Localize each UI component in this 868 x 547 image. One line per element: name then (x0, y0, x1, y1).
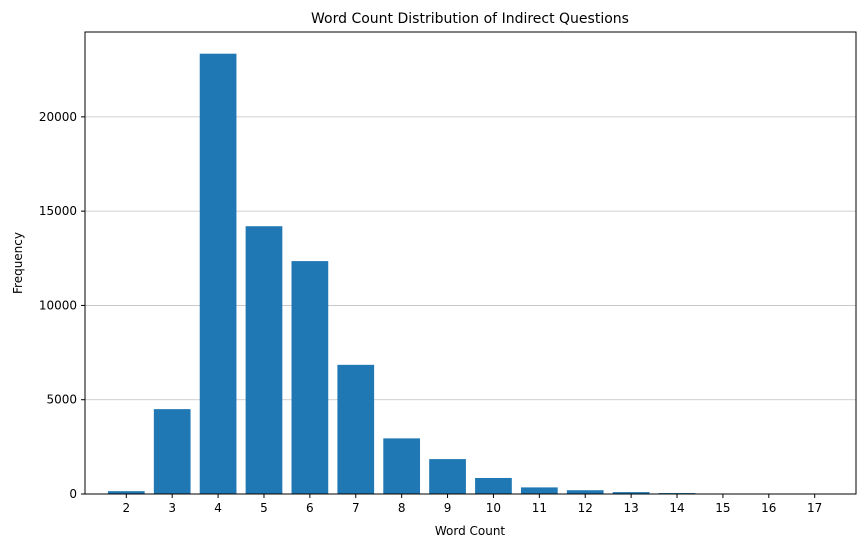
x-tick-label: 6 (306, 501, 314, 515)
bar (107, 491, 145, 494)
x-tick-label: 7 (352, 501, 360, 515)
x-tick-label: 17 (807, 501, 822, 515)
bar (291, 261, 329, 494)
x-tick-label: 8 (398, 501, 406, 515)
plot-frame (84, 31, 857, 495)
bar (429, 459, 466, 494)
y-tick-label: 15000 (39, 204, 77, 218)
y-tick-label: 5000 (46, 393, 77, 407)
x-tick-label: 13 (623, 501, 638, 515)
x-axis-title: Word Count (435, 524, 506, 538)
bar (337, 364, 375, 494)
bar (520, 487, 558, 494)
x-tick-label: 16 (761, 501, 776, 515)
y-axis-title: Frequency (11, 232, 25, 294)
y-tick-label: 0 (69, 487, 77, 501)
bar (199, 53, 237, 494)
x-tick-label: 4 (214, 501, 222, 515)
x-tick-label: 14 (669, 501, 684, 515)
bar (612, 492, 650, 494)
x-tick-label: 3 (168, 501, 176, 515)
x-tick-label: 10 (486, 501, 501, 515)
y-axis-ticks: 0 5000 10000 15000 20000 (39, 110, 85, 501)
bar (383, 438, 421, 494)
chart-title: Word Count Distribution of Indirect Ques… (311, 11, 629, 27)
x-tick-label: 15 (715, 501, 730, 515)
bar (153, 409, 191, 494)
bars (107, 53, 834, 494)
bar (566, 490, 604, 494)
x-tick-label: 5 (260, 501, 268, 515)
x-tick-label: 11 (532, 501, 547, 515)
x-axis-ticks: 2 3 4 5 6 7 8 9 10 11 12 13 14 15 16 17 (122, 494, 822, 515)
x-tick-label: 12 (578, 501, 593, 515)
y-tick-label: 10000 (39, 298, 77, 312)
x-tick-label: 9 (444, 501, 452, 515)
y-tick-label: 20000 (39, 110, 77, 124)
bar (475, 477, 512, 494)
x-tick-label: 2 (122, 501, 130, 515)
bar (245, 226, 283, 494)
